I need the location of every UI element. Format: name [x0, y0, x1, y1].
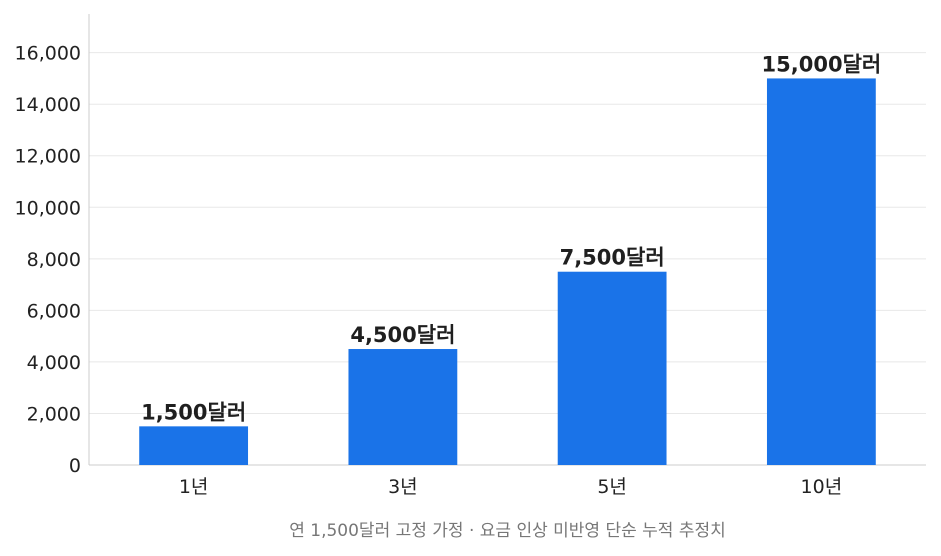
- y-tick-label: 0: [69, 455, 81, 477]
- y-tick-label: 16,000: [15, 43, 81, 65]
- bar-value-label: 4,500달러: [350, 323, 455, 347]
- bar-value-label: 15,000달러: [762, 52, 882, 76]
- x-tick-label: 10년: [801, 476, 843, 498]
- y-tick-label: 2,000: [27, 403, 81, 425]
- chart-caption: 연 1,500달러 고정 가정 · 요금 인상 미반영 단순 누적 추정치: [289, 521, 726, 541]
- data-labels: 1,500달러 4,500달러 7,500달러 15,000달러: [141, 52, 881, 424]
- y-tick-label: 6,000: [27, 300, 81, 322]
- bars: [139, 78, 876, 465]
- y-tick-label: 10,000: [15, 197, 81, 219]
- x-tick-label: 3년: [388, 476, 418, 498]
- bar-value-label: 7,500달러: [560, 246, 665, 270]
- gridlines: [89, 52, 926, 414]
- y-tick-label: 8,000: [27, 249, 81, 271]
- bar: [557, 271, 667, 465]
- y-axis-ticks: 0 2,000 4,000 6,000 8,000 10,000 12,000 14,000 1…: [15, 43, 81, 477]
- y-tick-label: 12,000: [15, 146, 81, 168]
- bar: [139, 426, 249, 465]
- x-tick-label: 1년: [179, 476, 209, 498]
- x-tick-label: 5년: [597, 476, 627, 498]
- bar-value-label: 1,500달러: [141, 400, 246, 424]
- bar: [348, 349, 458, 465]
- x-axis-ticks: 1년 3년 5년 10년: [179, 476, 842, 498]
- y-tick-label: 14,000: [15, 94, 81, 116]
- y-tick-label: 4,000: [27, 352, 81, 374]
- bar: [766, 78, 876, 465]
